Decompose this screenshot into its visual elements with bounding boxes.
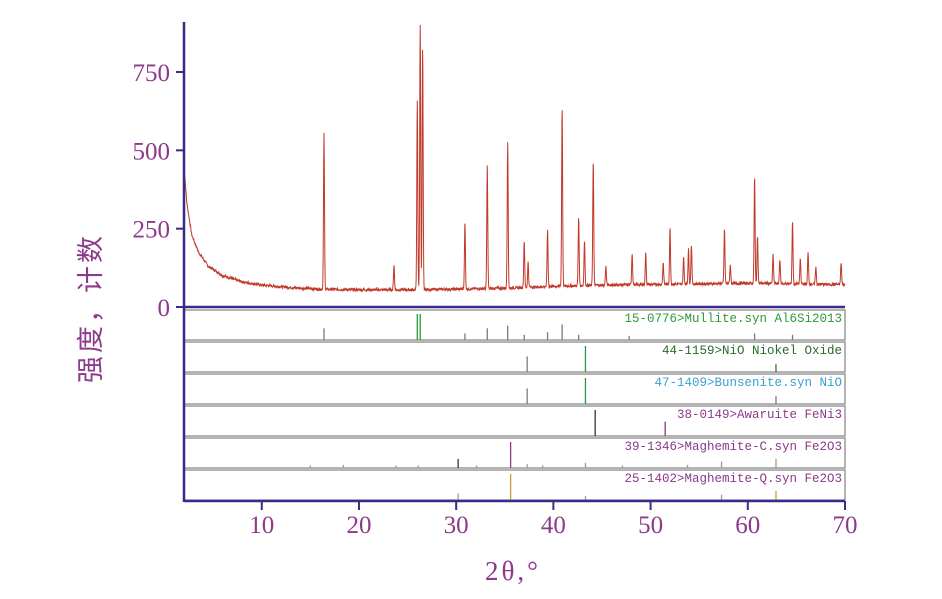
reference-panel: 38-0149>Awaruite FeNi3 — [183, 405, 846, 437]
xrd-pattern-line — [183, 24, 846, 293]
reference-label: 25-1402>Maghemite-Q.syn Fe2O3 — [624, 472, 842, 486]
reference-panel: 25-1402>Maghemite-Q.syn Fe2O3 — [183, 469, 846, 501]
reference-label: 47-1409>Bunsenite.syn NiO — [654, 376, 842, 390]
reference-label: 39-1346>Maghemite-C.syn Fe2O3 — [624, 440, 842, 454]
y-tick-label: 0 — [158, 295, 171, 322]
plot-area — [183, 24, 846, 293]
reference-patterns: 15-0776>Mullite.syn Al6Si2013 44-1159>NiO… — [183, 309, 846, 501]
x-tick-label: 30 — [444, 512, 469, 539]
reference-label: 44-1159>NiO Niokel Oxide — [662, 344, 842, 358]
x-tick-label: 50 — [638, 512, 663, 539]
reference-panel: 47-1409>Bunsenite.syn NiO — [183, 373, 846, 405]
y-tick-label: 500 — [133, 138, 171, 165]
x-tick-label: 60 — [735, 512, 760, 539]
x-axis-label: 2θ,° — [485, 556, 541, 586]
reference-label: 38-0149>Awaruite FeNi3 — [677, 408, 842, 422]
x-tick-label: 70 — [833, 512, 858, 539]
y-axis-label: 强度，计数 — [76, 233, 106, 383]
reference-panel: 44-1159>NiO Niokel Oxide — [183, 341, 846, 373]
y-tick-label: 250 — [133, 217, 171, 244]
reference-panel: 39-1346>Maghemite-C.syn Fe2O3 — [183, 437, 846, 469]
y-tick-label: 750 — [133, 60, 171, 87]
x-tick-label: 20 — [346, 512, 371, 539]
axes: 0 250 500 750 10 20 30 40 50 60 70 — [133, 22, 858, 539]
reference-label: 15-0776>Mullite.syn Al6Si2013 — [624, 312, 842, 326]
x-tick-label: 10 — [249, 512, 274, 539]
reference-panel: 15-0776>Mullite.syn Al6Si2013 — [183, 309, 846, 341]
x-tick-label: 40 — [541, 512, 566, 539]
